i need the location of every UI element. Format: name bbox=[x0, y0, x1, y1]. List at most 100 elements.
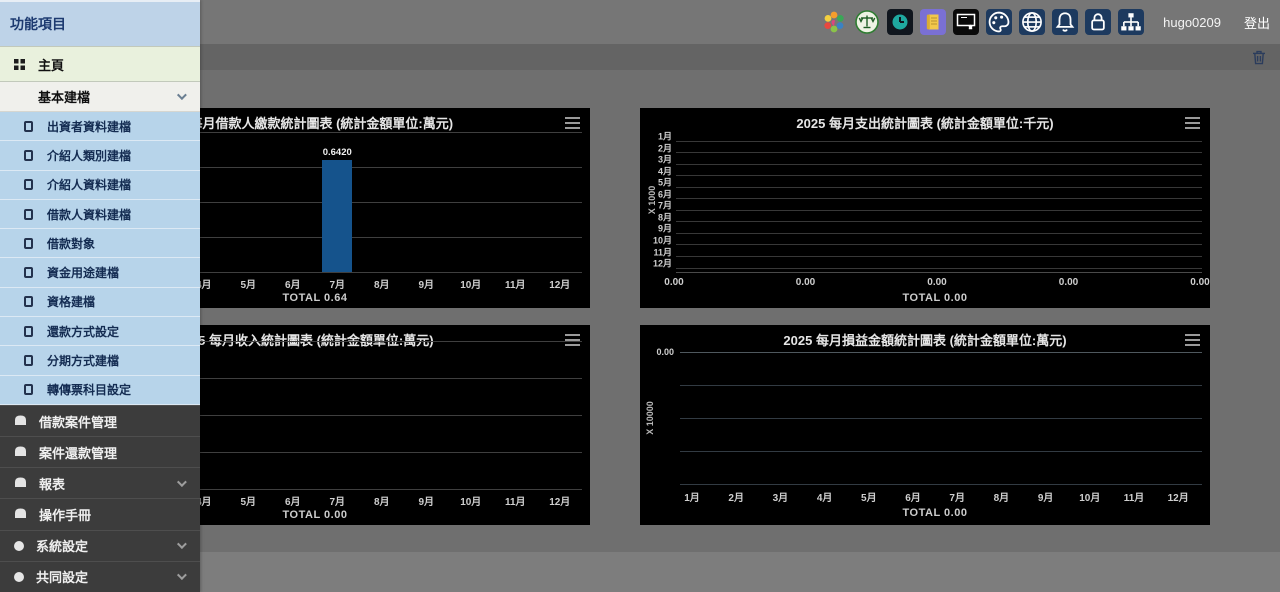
sidebar-item-label: 介紹人類別建檔 bbox=[47, 148, 132, 163]
gridline bbox=[680, 385, 1202, 386]
gridline bbox=[676, 232, 1202, 234]
sidebar-item-1[interactable]: 介紹人類別建檔 bbox=[0, 141, 200, 171]
x-axis-label: 4月 bbox=[195, 497, 212, 508]
globe-icon[interactable] bbox=[1019, 9, 1046, 35]
chart-title: 2025 每月收入統計圖表 (統計金額單位:萬元) bbox=[176, 333, 434, 348]
x-axis-label: 11月 bbox=[504, 497, 526, 508]
y-axis-category-label: 3月 bbox=[657, 154, 672, 165]
x-axis-label: 3月 bbox=[772, 493, 789, 504]
chevron-down-icon bbox=[176, 90, 187, 101]
sidebar-section-2[interactable]: 報表 bbox=[0, 467, 200, 498]
chart-title: 2025 每月支出統計圖表 (統計金額單位:千元) bbox=[796, 116, 1054, 131]
bell-icon[interactable] bbox=[1052, 9, 1079, 35]
sidebar-item-home[interactable]: 主頁 bbox=[0, 46, 200, 82]
sidebar-item-label: 主頁 bbox=[38, 57, 65, 73]
form-icon bbox=[24, 208, 33, 220]
gridline bbox=[676, 244, 1202, 246]
clock-app-icon[interactable] bbox=[887, 9, 914, 35]
x-axis-label: 8月 bbox=[373, 280, 390, 291]
circle-icon bbox=[14, 571, 24, 582]
sidebar-section-0[interactable]: 借款案件管理 bbox=[0, 404, 200, 436]
sidebar-item-8[interactable]: 分期方式建檔 bbox=[0, 346, 200, 376]
sidebar-section-4[interactable]: 系統設定 bbox=[0, 529, 200, 561]
sitemap-icon[interactable] bbox=[1118, 9, 1145, 35]
bar-series-point[interactable] bbox=[322, 159, 353, 272]
x-axis-label: 7月 bbox=[329, 280, 346, 291]
sidebar-section-label: 共同設定 bbox=[36, 570, 89, 586]
gridline bbox=[676, 152, 1202, 154]
sidebar-item-2[interactable]: 介紹人資料建檔 bbox=[0, 170, 200, 200]
chevron-down-icon bbox=[176, 539, 187, 550]
chart-title: 2025 每月借款人繳款統計圖表 (統計金額單位:萬元) bbox=[156, 116, 454, 131]
gridline bbox=[48, 415, 582, 416]
sidebar-section-label: 操作手冊 bbox=[39, 508, 92, 524]
sidebar-section-label: 系統設定 bbox=[36, 539, 89, 555]
sidebar-item-9[interactable]: 轉傳票科目設定 bbox=[0, 375, 200, 405]
sidebar-item-6[interactable]: 資格建檔 bbox=[0, 287, 200, 318]
scroll-app-icon[interactable] bbox=[920, 9, 947, 35]
x-axis-label: 0.00 bbox=[1058, 277, 1079, 288]
chart-context-menu-button[interactable] bbox=[565, 334, 580, 346]
form-icon bbox=[24, 179, 33, 191]
x-axis-label: 8月 bbox=[373, 497, 390, 508]
x-axis-label: 0.00 bbox=[1190, 277, 1210, 288]
sidebar-section-5[interactable]: 共同設定 bbox=[0, 560, 200, 592]
balance-logo-icon[interactable] bbox=[854, 9, 880, 35]
sidebar-title: 功能項目 bbox=[0, 0, 200, 46]
sidebar-item-4[interactable]: 借款對象 bbox=[0, 229, 200, 259]
sidebar-section-label: 報表 bbox=[39, 476, 66, 492]
chart-context-menu-button[interactable] bbox=[1185, 117, 1200, 129]
gridline bbox=[48, 452, 582, 453]
gridline bbox=[48, 378, 582, 379]
total-label: TOTAL 0.00 bbox=[902, 507, 968, 519]
y-axis-category-label: 7月 bbox=[657, 200, 672, 211]
sidebar-item-0[interactable]: 出資者資料建檔 bbox=[0, 112, 200, 142]
gridline bbox=[676, 198, 1202, 200]
case-icon bbox=[14, 507, 27, 522]
case-icon bbox=[14, 476, 27, 491]
topbar-right-group: hugo0209 登出 bbox=[821, 0, 1270, 44]
gridline bbox=[48, 202, 582, 203]
x-axis-label: 7月 bbox=[949, 493, 965, 504]
logout-button[interactable]: 登出 bbox=[1243, 15, 1270, 31]
sidebar-section-3[interactable]: 操作手冊 bbox=[0, 498, 200, 529]
presentation-app-icon[interactable] bbox=[953, 9, 980, 35]
form-icon bbox=[24, 120, 33, 132]
y-axis-category-label: 8月 bbox=[657, 212, 672, 223]
sidebar-group-label: 基本建檔 bbox=[38, 90, 91, 105]
x-axis-label: 9月 bbox=[418, 280, 435, 291]
x-axis-label: 9月 bbox=[1037, 493, 1054, 504]
gridline bbox=[676, 140, 1202, 142]
x-axis-label: 11月 bbox=[504, 280, 526, 291]
x-axis-label: 0.00 bbox=[927, 277, 947, 288]
y-axis-category-label: 2月 bbox=[657, 143, 672, 154]
total-label: TOTAL 0.00 bbox=[282, 509, 348, 521]
chart-monthly-profit-loss: 2025 每月損益金額統計圖表 (統計金額單位:萬元) 0.00 1月 2月 3月 4月 5… bbox=[640, 325, 1210, 525]
chart-context-menu-button[interactable] bbox=[1185, 334, 1200, 346]
sidebar-section-label: 案件還款管理 bbox=[39, 445, 118, 461]
gridline bbox=[48, 489, 582, 490]
sidebar-group-basic-files[interactable]: 基本建檔 bbox=[0, 82, 200, 112]
x-axis-label: 0.00 bbox=[664, 277, 684, 288]
chart-context-menu-button[interactable] bbox=[565, 117, 580, 129]
lock-icon[interactable] bbox=[1085, 9, 1112, 35]
y-axis-title: X 10000 bbox=[645, 401, 655, 435]
sidebar-main-sections: 借款案件管理案件還款管理 報表操作手冊系統設定共同設定 bbox=[0, 404, 200, 592]
flower-heart-logo-icon[interactable] bbox=[821, 9, 847, 35]
x-axis-label: 6月 bbox=[284, 497, 301, 508]
y-axis-category-label: 4月 bbox=[657, 166, 672, 177]
palette-icon[interactable] bbox=[986, 9, 1013, 35]
x-axis-label: 12月 bbox=[549, 497, 571, 508]
sidebar-item-3[interactable]: 借款人資料建檔 bbox=[0, 199, 200, 230]
sidebar-item-label: 分期方式建檔 bbox=[47, 354, 120, 369]
sidebar-item-7[interactable]: 還款方式設定 bbox=[0, 317, 200, 347]
gridline bbox=[676, 271, 1202, 273]
trash-icon[interactable] bbox=[1250, 48, 1268, 66]
x-axis-label: 6月 bbox=[284, 280, 301, 291]
gridline bbox=[48, 341, 582, 342]
sidebar-section-1[interactable]: 案件還款管理 bbox=[0, 436, 200, 467]
y-axis-category-label: 10月 bbox=[652, 235, 672, 246]
y-axis-category-label: 11月 bbox=[653, 247, 672, 257]
sidebar-item-5[interactable]: 資金用途建檔 bbox=[0, 258, 200, 288]
x-axis-label: 10月 bbox=[1079, 493, 1101, 504]
